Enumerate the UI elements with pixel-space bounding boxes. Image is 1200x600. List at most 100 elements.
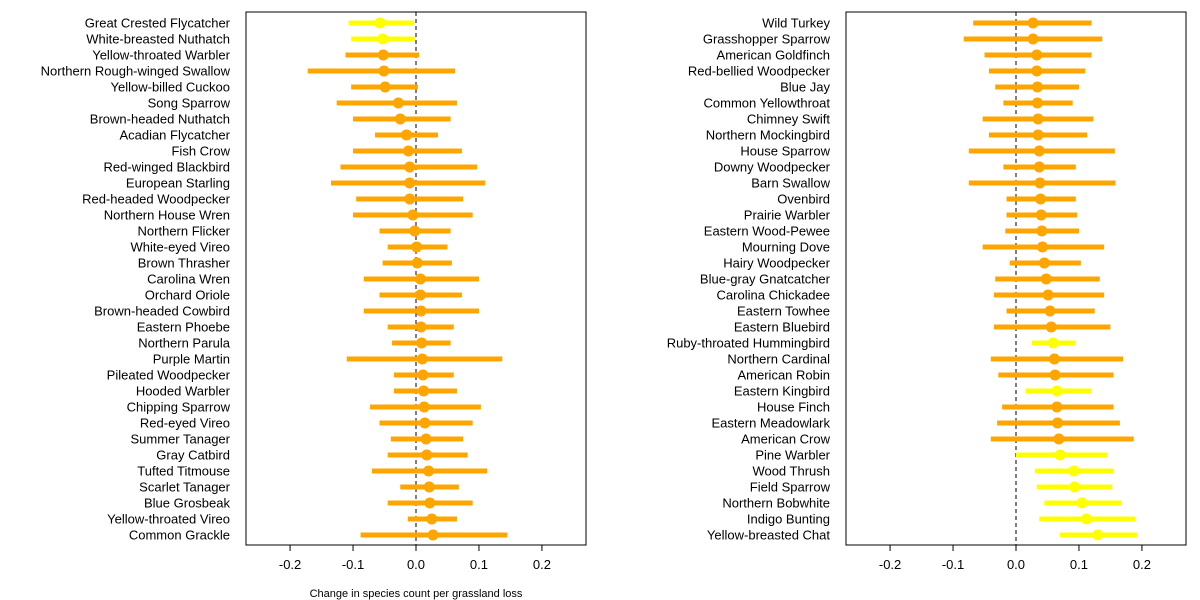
estimate-point: [1051, 401, 1063, 413]
estimate-point: [379, 81, 391, 93]
forest-panel-2: -0.2 -0.1 0.0 0.1 0.2 Wild TurkeyGrasshopper …: [667, 11, 1187, 572]
x-tick-label: -0.1: [342, 557, 364, 572]
estimate-point: [1032, 113, 1044, 125]
estimate-point: [1031, 97, 1043, 109]
estimate-point: [1045, 321, 1057, 333]
x-axis-label: Change in species count per grassland lo…: [310, 588, 523, 600]
estimate-point: [415, 305, 427, 317]
estimate-point: [1049, 369, 1061, 381]
estimate-point: [1081, 513, 1093, 525]
species-label: Eastern Bluebird: [734, 320, 830, 335]
species-label: Orchard Oriole: [145, 288, 230, 303]
estimate-point: [404, 193, 416, 205]
species-label: Brown-headed Nuthatch: [90, 112, 230, 127]
species-label: Carolina Wren: [147, 272, 230, 287]
estimate-point: [377, 49, 389, 61]
estimate-point: [394, 113, 406, 125]
x-tick-label: 0.1: [470, 557, 488, 572]
estimate-point: [377, 33, 389, 45]
estimate-point: [1038, 257, 1050, 269]
species-label: Mourning Dove: [742, 240, 830, 255]
species-label: Field Sparrow: [750, 480, 831, 495]
species-label: Song Sparrow: [148, 96, 231, 111]
estimate-point: [392, 97, 404, 109]
x-tick-label: 0.2: [1133, 557, 1151, 572]
estimate-point: [1040, 273, 1052, 285]
estimate-point: [414, 289, 426, 301]
species-label: Fish Crow: [171, 144, 230, 159]
species-label: White-breasted Nuthatch: [86, 32, 230, 47]
species-label: Wood Thrush: [752, 464, 830, 479]
species-label: Blue-gray Gnatcatcher: [700, 272, 831, 287]
estimate-point: [1031, 49, 1043, 61]
estimate-point: [1047, 337, 1059, 349]
species-label: Northern Mockingbird: [706, 128, 830, 143]
species-label: American Goldfinch: [717, 48, 830, 63]
x-tick-label: -0.2: [279, 557, 301, 572]
species-label: Wild Turkey: [762, 16, 830, 31]
species-label: Common Yellowthroat: [704, 96, 831, 111]
estimate-point: [1092, 529, 1104, 541]
estimate-point: [404, 161, 416, 173]
species-label: Acadian Flycatcher: [119, 128, 230, 143]
species-label: Pine Warbler: [755, 448, 830, 463]
species-label: Blue Grosbeak: [144, 496, 230, 511]
species-label: Northern Bobwhite: [722, 496, 830, 511]
species-label: Yellow-billed Cuckoo: [111, 80, 230, 95]
x-tick-label: 0.0: [1007, 557, 1025, 572]
species-label: Northern Rough-winged Swallow: [41, 64, 231, 79]
species-label: Blue Jay: [780, 80, 830, 95]
species-label: Ruby-throated Hummingbird: [667, 336, 830, 351]
species-label: Pileated Woodpecker: [107, 368, 231, 383]
estimate-point: [1035, 209, 1047, 221]
species-label: Brown-headed Cowbird: [94, 304, 230, 319]
species-label: Hooded Warbler: [136, 384, 231, 399]
estimate-point: [426, 513, 438, 525]
estimate-point: [418, 401, 430, 413]
species-label: Eastern Phoebe: [137, 320, 230, 335]
estimate-point: [1033, 161, 1045, 173]
species-label: House Sparrow: [740, 144, 830, 159]
forest-panel-1: -0.2 -0.1 0.0 0.1 0.2 Great Crested Flycatche…: [41, 11, 587, 600]
species-label: Red-winged Blackbird: [104, 160, 230, 175]
estimate-point: [417, 369, 429, 381]
species-label: Hairy Woodpecker: [723, 256, 830, 271]
estimate-point: [421, 449, 433, 461]
species-label: Purple Martin: [153, 352, 230, 367]
estimate-point: [1035, 193, 1047, 205]
estimate-point: [1036, 225, 1048, 237]
estimate-point: [424, 497, 436, 509]
species-label: Red-headed Woodpecker: [82, 192, 231, 207]
estimate-point: [1033, 145, 1045, 157]
estimate-point: [1034, 177, 1046, 189]
species-label: Eastern Kingbird: [734, 384, 830, 399]
estimate-point: [419, 417, 431, 429]
species-label: Red-eyed Vireo: [140, 416, 230, 431]
estimate-point: [420, 433, 432, 445]
estimate-point: [374, 17, 386, 29]
estimate-point: [1032, 129, 1044, 141]
species-label: Scarlet Tanager: [139, 480, 230, 495]
estimate-point: [418, 385, 430, 397]
species-label: Eastern Towhee: [737, 304, 830, 319]
estimate-point: [404, 177, 416, 189]
estimate-point: [402, 145, 414, 157]
estimate-point: [411, 257, 423, 269]
species-label: Red-bellied Woodpecker: [688, 64, 831, 79]
estimate-point: [423, 481, 435, 493]
species-label: Northern House Wren: [104, 208, 230, 223]
species-label: European Starling: [126, 176, 230, 191]
species-label: Great Crested Flycatcher: [85, 16, 231, 31]
estimate-point: [1031, 81, 1043, 93]
estimate-point: [416, 353, 428, 365]
species-label: Carolina Chickadee: [717, 288, 830, 303]
estimate-point: [416, 337, 428, 349]
species-label: Yellow-throated Warbler: [92, 48, 230, 63]
species-label: Yellow-breasted Chat: [707, 528, 830, 543]
species-label: House Finch: [757, 400, 830, 415]
x-tick-label: 0.1: [1070, 557, 1088, 572]
species-label: Eastern Wood-Pewee: [704, 224, 830, 239]
species-label: Prairie Warbler: [744, 208, 831, 223]
estimate-point: [427, 529, 439, 541]
